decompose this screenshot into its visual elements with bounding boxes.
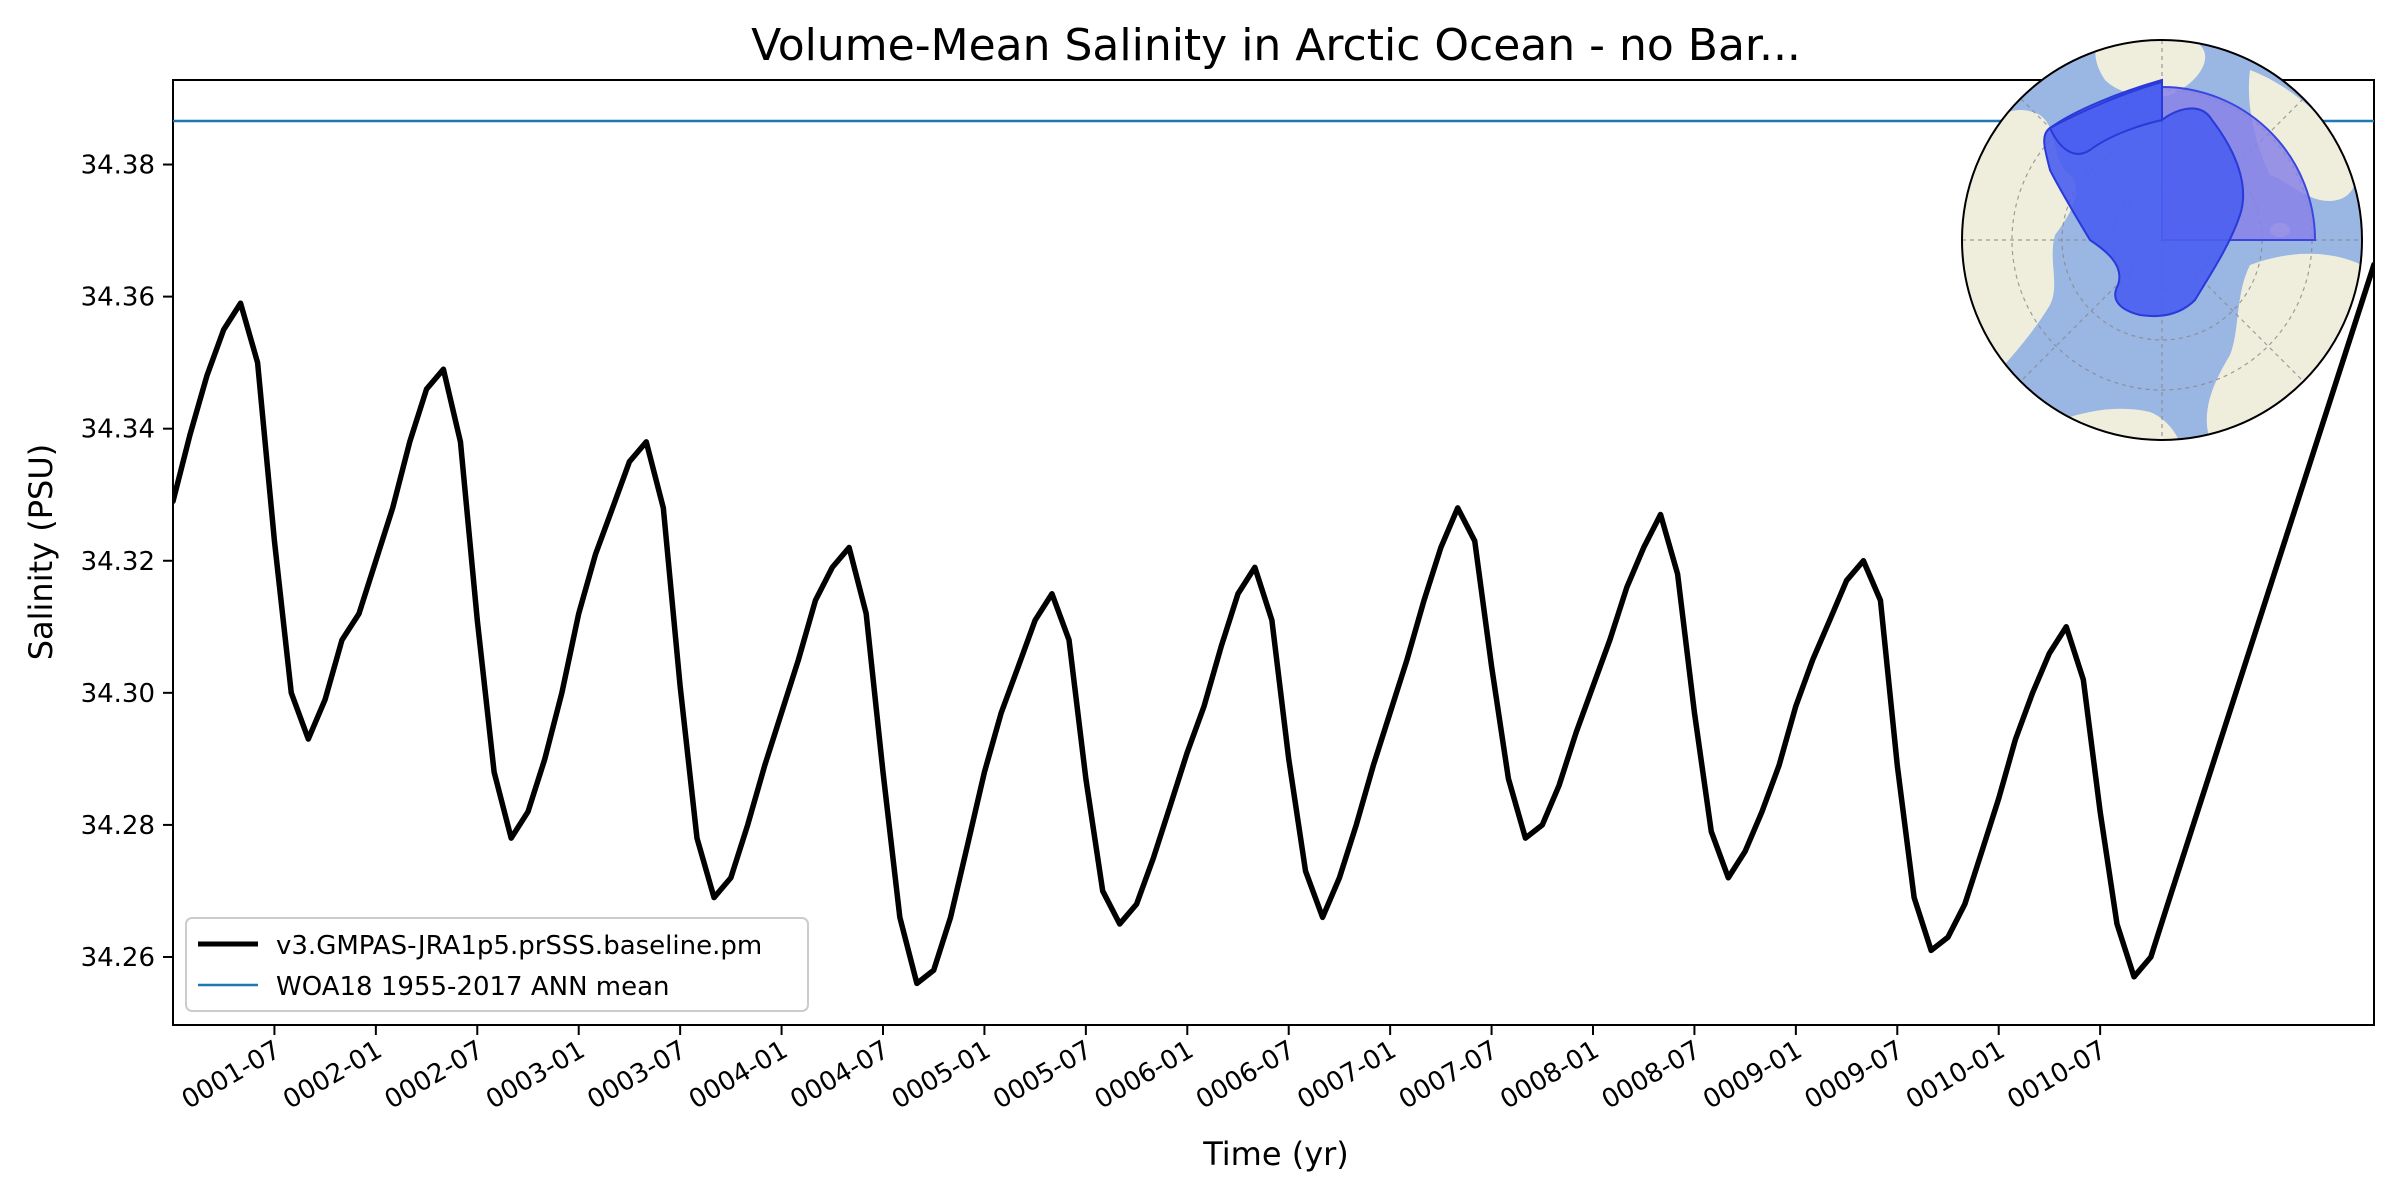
x-tick-label: 0003-01 <box>481 1035 590 1115</box>
x-tick-label: 0004-07 <box>785 1035 894 1115</box>
map-land <box>1962 40 2362 440</box>
y-tick-label: 34.32 <box>81 547 155 577</box>
y-tick-label: 34.26 <box>81 943 155 973</box>
x-tick-label: 0001-07 <box>177 1035 286 1115</box>
x-tick-label: 0007-07 <box>1394 1035 1503 1115</box>
x-tick-label: 0010-07 <box>2003 1035 2112 1115</box>
region-map-inset <box>1961 39 2363 441</box>
y-tick-label: 34.38 <box>81 151 155 181</box>
y-tick-label: 34.36 <box>81 283 155 313</box>
legend-box <box>185 917 809 1012</box>
map-arctic-region-lobe <box>2048 80 2163 155</box>
x-tick-label: 0005-07 <box>988 1035 1097 1115</box>
x-tick-label: 0004-01 <box>684 1035 793 1115</box>
x-tick-label: 0008-07 <box>1597 1035 1706 1115</box>
y-tick-label: 34.30 <box>81 679 155 709</box>
chart-title: Volume-Mean Salinity in Arctic Ocean - n… <box>751 20 1801 71</box>
x-tick-label: 0002-01 <box>278 1035 387 1115</box>
legend-label-woa18: WOA18 1955-2017 ANN mean <box>276 972 670 1002</box>
x-axis-label: Time (yr) <box>1202 1135 1349 1173</box>
x-tick-label: 0007-01 <box>1293 1035 1402 1115</box>
x-tick-label: 0005-01 <box>887 1035 996 1115</box>
x-tick-label: 0002-07 <box>380 1035 489 1115</box>
x-axis-ticks: 0001-070002-010002-070003-010003-070004-… <box>177 1025 2112 1115</box>
y-tick-label: 34.28 <box>81 811 155 841</box>
map-border <box>1961 39 2363 441</box>
x-tick-label: 0003-07 <box>583 1035 692 1115</box>
x-tick-label: 0006-07 <box>1191 1035 1300 1115</box>
series-line-model <box>173 261 2374 987</box>
x-tick-label: 0008-01 <box>1495 1035 1604 1115</box>
x-tick-label: 0009-07 <box>1800 1035 1909 1115</box>
x-tick-label: 0009-01 <box>1698 1035 1807 1115</box>
x-tick-label: 0010-01 <box>1901 1035 2010 1115</box>
y-axis-ticks: 34.26 34.28 34.30 34.32 34.34 34.36 34.38 <box>81 151 173 973</box>
y-tick-label: 34.34 <box>81 415 155 445</box>
y-axis-label: Salinity (PSU) <box>22 444 60 661</box>
x-tick-label: 0006-01 <box>1090 1035 1199 1115</box>
legend-label-model: v3.GMPAS-JRA1p5.prSSS.baseline.pm <box>276 931 762 961</box>
legend: v3.GMPAS-JRA1p5.prSSS.baseline.pm WOA18 … <box>185 917 809 1012</box>
